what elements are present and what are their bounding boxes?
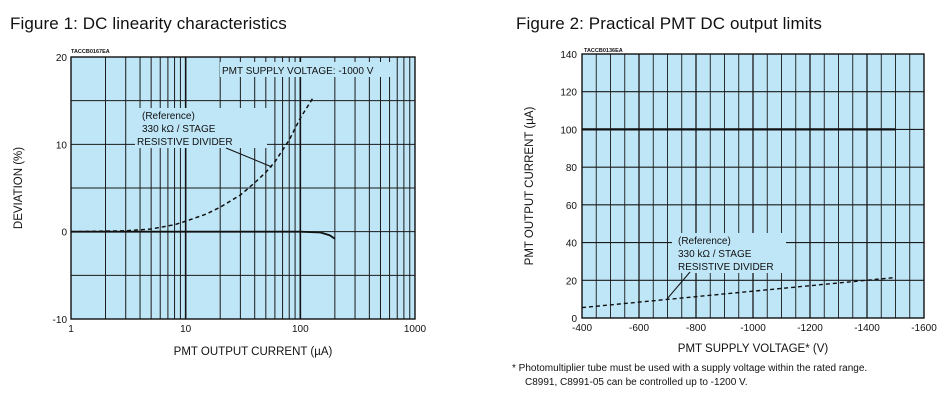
footnote-line-1: * Photomultiplier tube must be used with…: [512, 363, 868, 374]
figure-2-title: Figure 2: Practical PMT DC output limits: [516, 14, 822, 33]
x-tick-label: -1000: [740, 323, 766, 334]
y-tick-label: 10: [56, 140, 68, 151]
footnote-line-2: C8991, C8991-05 can be controlled up to …: [525, 377, 748, 388]
series-measured: [71, 230, 336, 240]
x-tick-label: -1600: [911, 323, 937, 334]
plot-frame: [581, 53, 925, 319]
x-tick-label: 10: [180, 324, 192, 335]
x-axis-label: PMT OUTPUT CURRENT (µA): [174, 346, 333, 358]
annotation-reference: (Reference): [142, 111, 195, 122]
annotation-resistance: 330 kΩ / STAGE: [142, 124, 216, 135]
y-axis-label: PMT OUTPUT CURRENT (µA): [524, 106, 536, 265]
x-tick-label: -1200: [797, 323, 823, 334]
x-tick-label: 100: [292, 324, 309, 335]
y-tick-label: 20: [566, 276, 578, 287]
x-tick-label: -800: [686, 323, 706, 334]
y-tick-label: 40: [566, 239, 578, 250]
annotation-background: [135, 108, 267, 148]
x-tick-label: -600: [629, 323, 649, 334]
series-reference-divider: [70, 96, 315, 233]
y-tick-label: 140: [560, 50, 577, 61]
annotation-leader-line: [666, 271, 691, 300]
annotation-leader-line: [225, 147, 273, 168]
plot-frame: [70, 56, 416, 320]
figure-code: TACCB0136EA: [584, 48, 623, 54]
x-axis-label: PMT SUPPLY VOLTAGE* (V): [678, 343, 829, 355]
y-tick-label: 60: [566, 201, 578, 212]
y-tick-label: -10: [53, 315, 68, 326]
y-tick-label: 0: [571, 314, 577, 325]
x-tick-label: 1000: [404, 324, 427, 335]
annotation-background: [672, 233, 786, 273]
x-tick-label: -400: [572, 323, 592, 334]
y-tick-label: 120: [560, 88, 577, 99]
annotation-background: [220, 62, 392, 77]
y-tick-label: 0: [61, 228, 67, 239]
y-tick-label: 20: [56, 53, 68, 64]
figure-1-title: Figure 1: DC linearity characteristics: [10, 14, 287, 33]
annotation-divider: RESISTIVE DIVIDER: [678, 262, 774, 273]
annotation-supply-voltage: PMT SUPPLY VOLTAGE: -1000 V: [222, 66, 374, 77]
x-tick-label: -1400: [854, 323, 880, 334]
y-tick-label: 80: [566, 163, 578, 174]
annotation-resistance: 330 kΩ / STAGE: [678, 249, 752, 260]
y-axis-label: DEVIATION (%): [13, 147, 25, 229]
annotation-reference: (Reference): [678, 236, 731, 247]
x-tick-label: 1: [68, 324, 74, 335]
figure-code: TACCB0167EA: [71, 49, 110, 55]
annotation-divider: RESISTIVE DIVIDER: [137, 137, 233, 148]
series-reference-divider: [581, 276, 896, 309]
y-tick-label: 100: [560, 125, 577, 136]
